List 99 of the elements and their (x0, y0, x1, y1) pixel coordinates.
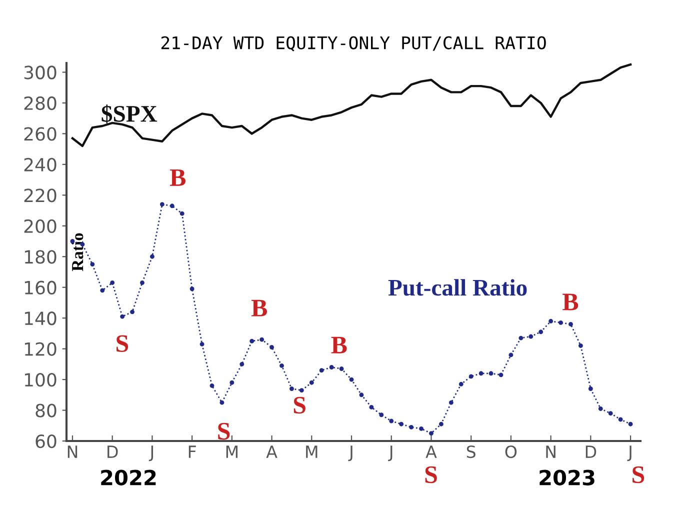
point (448, 400, 454, 405)
point (329, 365, 334, 370)
x-tick-label: N (546, 446, 556, 458)
x-tick-label: J (627, 446, 632, 462)
point (339, 366, 344, 372)
point (260, 337, 264, 342)
point (568, 322, 573, 326)
y-axis-title: Ratio (71, 233, 84, 272)
y-tick-label: 300 (24, 66, 56, 80)
point (120, 314, 125, 319)
point (210, 383, 214, 388)
chart-title: 21-DAY WTD EQUITY-ONLY PUT/CALL RATIO (161, 36, 546, 52)
point (389, 418, 394, 424)
point (289, 386, 294, 391)
point (578, 344, 583, 348)
x-tick-label: A (266, 446, 278, 458)
point (349, 377, 354, 382)
text: S (632, 466, 644, 484)
y-tick-label: 180 (24, 250, 56, 264)
point (548, 318, 554, 324)
point (558, 320, 563, 325)
series-label: $SPX (102, 104, 158, 124)
point (538, 330, 544, 334)
point (200, 342, 204, 346)
point (100, 288, 105, 293)
y-tick-label: 80 (36, 404, 56, 418)
x-tick-label: F (188, 446, 196, 458)
point (220, 400, 224, 405)
x-tick-label: O (505, 445, 517, 458)
point (518, 336, 524, 340)
y-tick-label: 160 (24, 280, 56, 294)
y-tick-label: 260 (24, 127, 56, 141)
point (140, 280, 144, 285)
y-tick-label: 240 (24, 158, 56, 172)
point (369, 404, 374, 410)
x-tick-label: A (426, 446, 437, 458)
line-series (71, 63, 632, 148)
point (409, 424, 414, 430)
point (468, 374, 474, 379)
point (528, 334, 534, 339)
point (379, 412, 384, 418)
x-tick-label: M (306, 446, 318, 458)
point (250, 338, 254, 344)
y-tick-label: 140 (24, 312, 56, 326)
point (608, 411, 613, 416)
point (618, 417, 623, 422)
annotation: B (562, 294, 578, 310)
point (438, 422, 444, 426)
x-tick-label: D (586, 446, 596, 458)
point (419, 426, 424, 431)
point (110, 280, 115, 285)
point (319, 368, 324, 373)
point (588, 386, 593, 391)
annotation: S (294, 396, 306, 414)
x-tick-label: M (226, 446, 238, 458)
point (478, 371, 484, 376)
x-tick-label: J (388, 446, 392, 462)
point (458, 382, 464, 386)
point (280, 363, 284, 368)
point (190, 286, 194, 292)
x-tick-label: N (68, 446, 78, 458)
text: 2023 (540, 470, 594, 486)
point (160, 202, 164, 207)
y-tick-label: 120 (24, 342, 56, 356)
point (309, 380, 314, 385)
y-tick-label: 60 (36, 434, 56, 448)
x-tick-label: J (348, 446, 352, 462)
point (598, 406, 603, 411)
annotation: S (218, 422, 230, 440)
annotation: B (331, 336, 347, 354)
y-tick-label: 100 (24, 372, 56, 387)
point (180, 211, 184, 216)
x-tick-label: D (108, 446, 118, 458)
annotation: S (116, 335, 128, 352)
x-tick-label: S (466, 445, 476, 458)
point (170, 204, 174, 208)
point (628, 422, 633, 426)
text: 2022 (101, 470, 156, 486)
point (498, 372, 504, 378)
point (240, 362, 244, 366)
text: S (425, 466, 437, 484)
point (130, 310, 134, 314)
point (429, 431, 434, 436)
annotation: B (251, 300, 268, 316)
y-tick-label: 280 (24, 96, 56, 110)
point (359, 392, 364, 398)
y-tick-label: 200 (24, 219, 56, 233)
point (230, 380, 234, 385)
point (90, 262, 95, 267)
point (399, 422, 404, 426)
point (299, 388, 304, 393)
point (270, 345, 274, 350)
x-tick-label: J (148, 446, 154, 462)
point (150, 254, 154, 259)
point (488, 371, 494, 376)
annotation: B (170, 169, 186, 186)
point (508, 352, 514, 358)
y-tick-label: 220 (24, 188, 56, 202)
series-label: Put-call Ratio (388, 279, 527, 296)
